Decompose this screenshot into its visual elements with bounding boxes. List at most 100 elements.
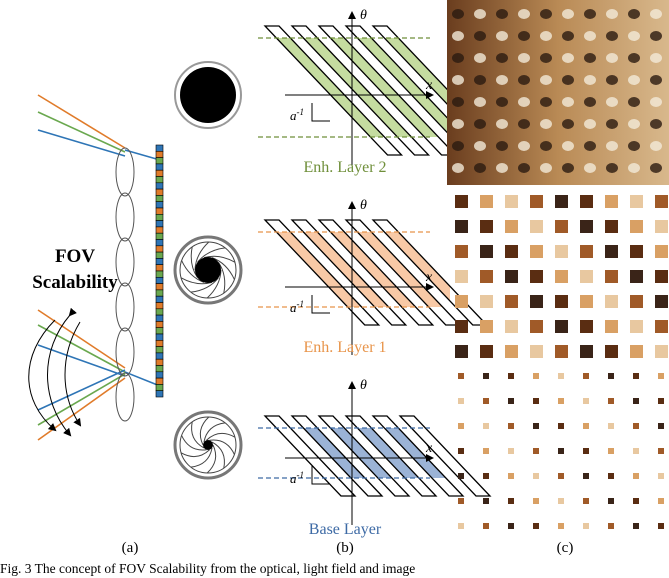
tile [580,270,593,283]
photo-spot [496,75,508,85]
photo-spot [562,9,574,19]
fov-label: FOVScalability [32,246,118,293]
photo-spot [562,141,574,151]
sensor-pixel [156,246,163,252]
tile [655,270,668,283]
tile [455,245,468,258]
tile [580,345,593,358]
photo-spot [540,53,552,63]
tile [533,473,539,479]
photo-spot [628,141,640,151]
tile [555,195,568,208]
photo-spot [518,119,530,129]
photo-spot [628,75,640,85]
tile [658,373,664,379]
photo-spot [562,75,574,85]
tile [558,448,564,454]
tile [630,295,643,308]
tile [505,320,518,333]
tile [658,473,664,479]
photo-spot [540,141,552,151]
tile [530,295,543,308]
tile [483,473,489,479]
tile [558,523,564,529]
tile [508,448,514,454]
tile [530,220,543,233]
tile [630,345,643,358]
photo-spot [496,119,508,129]
x-label: x [425,270,433,285]
sensor-pixel [156,315,163,321]
tile [580,295,593,308]
tile [483,373,489,379]
photo-spot [584,53,596,63]
tile [633,523,639,529]
tile [633,473,639,479]
tile [558,398,564,404]
photo-spot [474,163,486,173]
photo-spot [518,163,530,173]
photo-spot [606,75,618,85]
tile [530,320,543,333]
fov-word: FOV [55,246,95,267]
tile [555,270,568,283]
tile [630,195,643,208]
photo-spot [496,53,508,63]
sensor-pixel [156,189,163,195]
photo-spot [628,9,640,19]
tile [480,270,493,283]
sensor-pixel [156,151,163,157]
photo-spot [584,141,596,151]
photo-spot [650,53,662,63]
tile [480,345,493,358]
sensor-pixel [156,359,163,365]
sensor-pixel [156,145,163,151]
tile [455,320,468,333]
photo-spot [518,9,530,19]
photo-spot [518,141,530,151]
slope-mark [312,295,330,313]
sensor-pixel [156,227,163,233]
tile [608,398,614,404]
sensor-pixel [156,258,163,264]
photo-spot [606,119,618,129]
tile [483,523,489,529]
photo-spot [474,9,486,19]
tile [530,195,543,208]
x-label: x [425,78,433,93]
tile [458,523,464,529]
photo-spot [452,141,464,151]
theta-label: θ [360,198,367,213]
tile [508,398,514,404]
photo-spot [518,53,530,63]
photo-spot [628,97,640,107]
sensor-pixel [156,296,163,302]
tile [605,195,618,208]
sensor-pixel [156,164,163,170]
photo-spot [452,31,464,41]
tile [455,220,468,233]
photo-spot [474,141,486,151]
photo-spot [540,97,552,107]
tile [530,345,543,358]
photo-spot [452,119,464,129]
tile [608,523,614,529]
photo-spot [628,119,640,129]
theta-label: θ [360,8,367,23]
tile [633,498,639,504]
figure-caption: Fig. 3 The concept of FOV Scalability fr… [0,561,415,576]
photo-spot [562,53,574,63]
sensor-pixel [156,309,163,315]
photo-spot [606,31,618,41]
tile [630,320,643,333]
tile [658,523,664,529]
tile [455,270,468,283]
aperture-hole [195,257,221,283]
slope-label: a-1 [290,299,304,315]
tile [580,245,593,258]
layer-label: Enh. Layer 2 [303,159,386,176]
photo-spot [496,141,508,151]
tile [655,345,668,358]
sensor-pixel [156,265,163,271]
tile [608,423,614,429]
